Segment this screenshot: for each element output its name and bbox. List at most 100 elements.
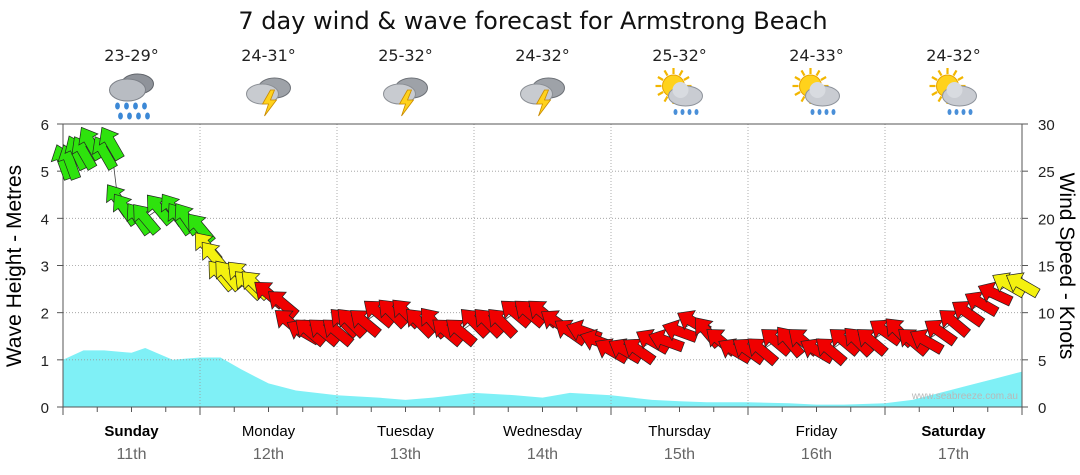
rain-drop bbox=[133, 102, 138, 110]
wind-arrow bbox=[133, 204, 162, 236]
day-name-label: Tuesday bbox=[377, 423, 434, 440]
wind-arrow-shape bbox=[488, 308, 519, 339]
lightning-bolt bbox=[398, 89, 415, 117]
wind-arrow bbox=[951, 301, 986, 328]
wind-arrow bbox=[623, 338, 657, 366]
sun-ray bbox=[937, 69, 943, 77]
day-temp-range: 24-31° bbox=[241, 46, 296, 65]
wind-arrow-shape bbox=[662, 319, 699, 343]
wind-arrow-shape bbox=[815, 338, 848, 367]
rain-drop bbox=[954, 109, 959, 115]
y-right-tick-label: 25 bbox=[1038, 164, 1055, 181]
watermark-text: www.seabreeze.com.au bbox=[911, 391, 1018, 402]
y-right-tick-label: 10 bbox=[1038, 306, 1055, 323]
sun-shower-icon bbox=[655, 68, 703, 115]
y-left-tick-label: 1 bbox=[41, 353, 49, 370]
rain-drop bbox=[673, 109, 678, 115]
rain-cloud-icon bbox=[109, 73, 154, 120]
day-temp-range: 25-32° bbox=[652, 46, 707, 65]
y-left-tick-label: 2 bbox=[41, 306, 49, 323]
wind-arrow bbox=[662, 319, 699, 343]
wind-arrow bbox=[488, 308, 519, 339]
lightning-bolt bbox=[261, 89, 278, 117]
y-left-tick-label: 6 bbox=[41, 117, 49, 134]
chart-title: 7 day wind & wave forecast for Armstrong… bbox=[238, 7, 827, 35]
y-left-tick-label: 5 bbox=[41, 164, 49, 181]
y-right-tick-label: 5 bbox=[1038, 353, 1046, 370]
day-name-label: Thursday bbox=[648, 423, 711, 440]
wind-arrow-shape bbox=[350, 310, 382, 338]
rain-drop bbox=[961, 109, 966, 115]
thunderstorm-icon bbox=[383, 77, 428, 117]
y-left-tick-label: 0 bbox=[41, 400, 49, 417]
wind-arrow bbox=[648, 328, 685, 353]
day-date-label: 12th bbox=[253, 446, 284, 463]
wind-arrow bbox=[924, 319, 958, 347]
rain-drop bbox=[136, 112, 141, 120]
rain-drop bbox=[115, 102, 120, 110]
cloud-puff bbox=[946, 82, 963, 98]
wind-arrow bbox=[964, 291, 1000, 318]
sun-ray bbox=[657, 76, 664, 81]
day-date-label: 14th bbox=[527, 446, 558, 463]
wind-arrow bbox=[910, 329, 945, 355]
cloud-puff bbox=[809, 82, 826, 98]
day-date-label: 15th bbox=[664, 446, 695, 463]
wind-arrow bbox=[977, 281, 1014, 307]
wind-arrow bbox=[1005, 272, 1041, 299]
sun-shower-icon bbox=[792, 68, 840, 115]
day-date-label: 17th bbox=[938, 446, 969, 463]
day-temp-range: 24-32° bbox=[926, 46, 981, 65]
rain-drop bbox=[810, 109, 815, 115]
day-name-label: Wednesday bbox=[503, 423, 582, 440]
wind-arrow-shape bbox=[648, 328, 685, 353]
wind-arrow-shape bbox=[623, 338, 657, 366]
wind-arrow-shape bbox=[747, 338, 780, 367]
wind-arrow-shape bbox=[977, 281, 1014, 307]
sun-ray bbox=[800, 69, 806, 77]
rain-drop bbox=[824, 109, 829, 115]
rain-drop bbox=[680, 109, 685, 115]
day-name-label: Monday bbox=[242, 423, 296, 440]
rain-drop bbox=[947, 109, 952, 115]
y-axis-left-label: Wave Height - Metres bbox=[3, 165, 26, 367]
wind-arrow bbox=[815, 338, 848, 367]
sun-shower-icon bbox=[929, 68, 977, 115]
y-right-tick-label: 20 bbox=[1038, 211, 1055, 228]
cloud-shape bbox=[109, 78, 146, 102]
wind-arrow-shape bbox=[951, 301, 986, 328]
wind-arrow-shape bbox=[98, 126, 125, 162]
y-left-tick-label: 3 bbox=[41, 259, 49, 276]
wind-arrow-shape bbox=[857, 329, 889, 357]
plot-area: www.seabreeze.com.au 0 1 2 3 4 5 6 0 5 10 15 20 25 30 bbox=[41, 117, 1055, 417]
day-date-label: 11th bbox=[117, 446, 147, 463]
y-right-tick-label: 15 bbox=[1038, 259, 1055, 276]
wind-arrow-shape bbox=[446, 319, 478, 348]
thunderstorm-icon bbox=[246, 77, 291, 117]
thunderstorm-icon bbox=[520, 77, 565, 117]
sun-ray bbox=[683, 76, 690, 81]
rain-drop bbox=[118, 112, 123, 120]
rain-drop bbox=[694, 109, 699, 115]
rain-drop bbox=[127, 112, 132, 120]
wind-arrow bbox=[446, 319, 478, 348]
day-date-label: 16th bbox=[801, 446, 832, 463]
wind-arrow bbox=[98, 126, 125, 162]
sun-ray bbox=[678, 69, 684, 77]
day-date-label: 13th bbox=[390, 446, 421, 463]
sun-ray bbox=[931, 76, 938, 81]
rain-drop bbox=[145, 112, 150, 120]
sun-ray bbox=[820, 76, 827, 81]
wind-arrow bbox=[939, 310, 971, 338]
day-temp-range: 23-29° bbox=[104, 46, 159, 65]
wind-arrow-shape bbox=[1005, 272, 1041, 299]
wind-arrow-shape bbox=[910, 329, 945, 355]
y-right-tick-label: 0 bbox=[1038, 400, 1046, 417]
lightning-bolt bbox=[535, 89, 552, 117]
day-name-label: Friday bbox=[796, 423, 838, 440]
wind-arrow bbox=[777, 326, 805, 359]
sun-ray bbox=[931, 91, 938, 96]
sun-ray bbox=[663, 95, 669, 103]
wave-height-area bbox=[63, 348, 1022, 407]
